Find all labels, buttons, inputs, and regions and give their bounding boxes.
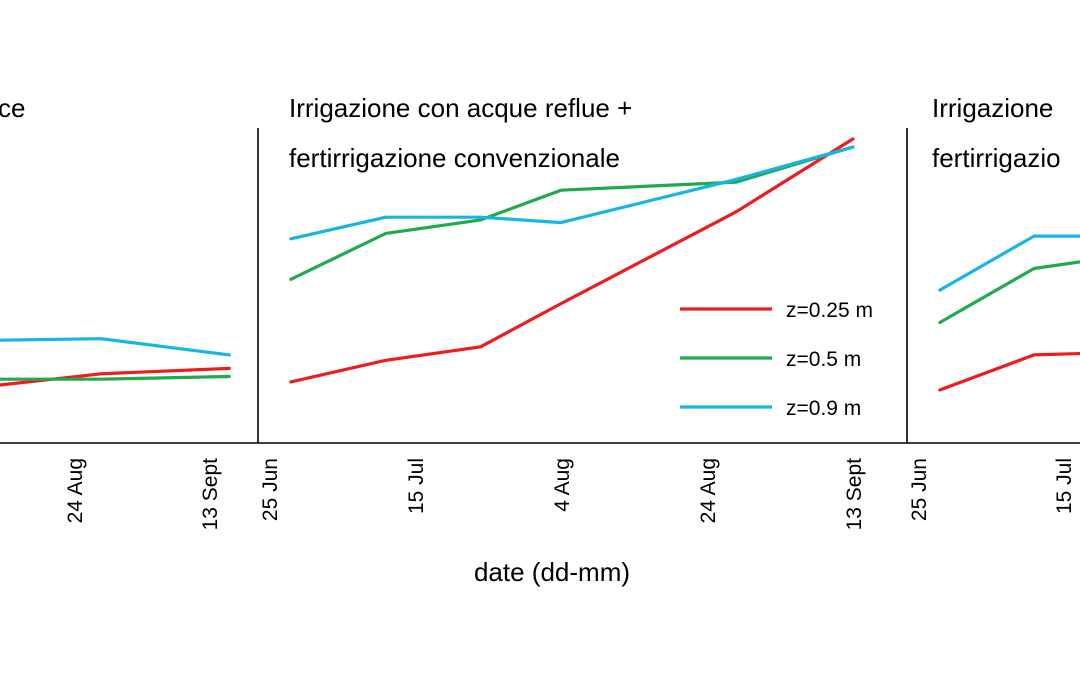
panel-title: fertirrigazione convenzionale [289,143,620,173]
x-tick-label: 13 Sept [199,458,222,531]
panel-title: Irrigazione con acque reflue + [289,93,632,123]
x-tick-label: 15 Jul [405,458,428,514]
x-tick-label: 15 Jul [1053,458,1076,514]
series-line-z05 [289,145,855,281]
panel-3: Irrigazione fertirrigazio 25 Jun 15 Jul [906,93,1080,521]
panel-title: Irrigazione [932,93,1053,123]
series-line-z09 [289,145,855,241]
panel-title: fertirrigazio [932,143,1061,173]
series-line-z025 [289,137,855,384]
series-line-z05 [938,260,1080,325]
panel-1: ce 24 Aug 13 Sept [0,93,231,531]
legend-label-z09: z=0.9 m [786,397,861,420]
series-line-z09 [0,337,231,357]
series-line-z025 [0,366,231,387]
series-line-z025 [938,351,1080,392]
panel-2: Irrigazione con acque reflue + fertirriga… [257,93,866,531]
x-tick-label: 25 Jun [908,458,931,521]
x-tick-label: 24 Aug [697,458,720,523]
legend: z=0.25 m z=0.5 m z=0.9 m [680,299,873,420]
x-axis-label: date (dd-mm) [474,557,630,587]
x-tick-label: 25 Jun [259,458,282,521]
x-tick-label: 24 Aug [64,458,87,523]
x-tick-label: 13 Sept [843,458,866,531]
legend-label-z05: z=0.5 m [786,348,861,371]
panel-title: ce [0,93,25,123]
series-line-z09 [938,234,1080,292]
legend-label-z025: z=0.25 m [786,299,873,322]
series-line-z05 [0,374,231,381]
x-tick-label: 4 Aug [551,458,574,512]
